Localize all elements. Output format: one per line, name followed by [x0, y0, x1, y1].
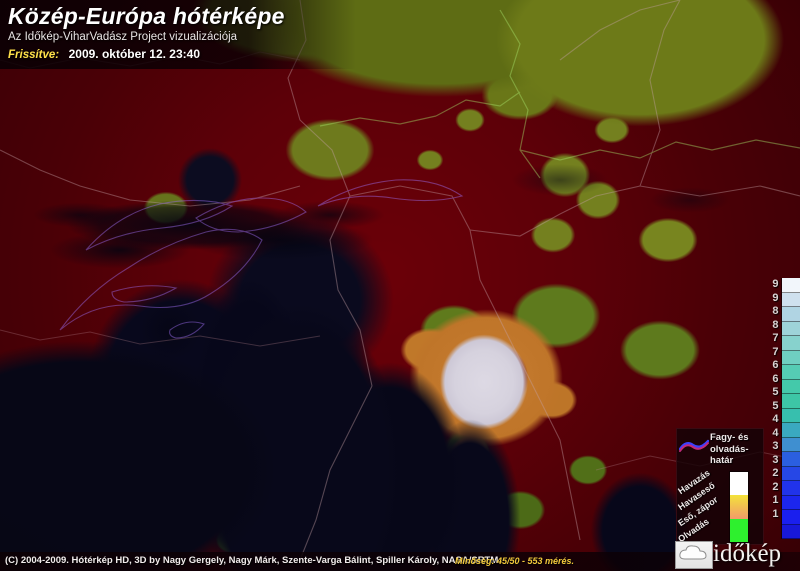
footer-bar: (C) 2004-2009. Hótérkép HD, 3D by Nagy G… — [0, 552, 800, 571]
page-title: Közép-Európa hótérképe — [8, 3, 285, 29]
elevation-scale-label: 4 — [772, 413, 779, 425]
quality-status: Minőség: 45/50 - 553 mérés. — [455, 556, 575, 566]
precipitation-type-swatch — [730, 518, 748, 542]
updated-row: Frissítve: 2009. október 12. 23:40 — [8, 46, 348, 63]
elevation-scale-swatch — [781, 495, 800, 510]
elevation-scale-swatch — [781, 466, 800, 481]
elevation-scale-label: 1 — [772, 494, 779, 506]
elevation-scale-swatch — [781, 278, 800, 293]
elevation-scale-label: 9 — [772, 291, 779, 304]
frost-line-legend-entry: Fagy- és olvadás-határ — [679, 432, 763, 472]
elevation-scale-label: 7 — [772, 332, 779, 344]
frost-line-label: Fagy- és olvadás-határ — [710, 432, 749, 466]
cloud-icon — [679, 545, 707, 560]
elevation-scale-swatch — [781, 379, 800, 394]
elevation-scale-swatch — [781, 481, 800, 496]
elevation-scale-swatch — [781, 350, 800, 365]
elevation-scale-label: 6 — [772, 372, 779, 385]
elevation-scale-label: 6 — [772, 359, 779, 371]
elevation-scale-swatch — [781, 423, 800, 438]
updated-timestamp: 2009. október 12. 23:40 — [68, 47, 201, 61]
precipitation-type-swatch — [730, 495, 748, 519]
elevation-scale-label: 5 — [772, 386, 779, 398]
elevation-scale-label: 9 — [772, 278, 779, 290]
precipitation-type-swatch — [730, 472, 748, 496]
elevation-scale-swatch — [781, 408, 800, 423]
elevation-scale-swatch — [781, 394, 800, 409]
copyright-credits: (C) 2004-2009. Hótérkép HD, 3D by Nagy G… — [5, 555, 499, 566]
elevation-scale-label: 2 — [772, 480, 779, 493]
elevation-scale-label: 5 — [772, 399, 779, 412]
idokep-logo[interactable]: időkép — [675, 539, 797, 569]
precipitation-legend: Fagy- és olvadás-határ Havazás Havaseső … — [676, 428, 764, 545]
elevation-scale-swatch — [781, 307, 800, 322]
elevation-scale-label: 8 — [772, 305, 779, 317]
elevation-scale-swatch — [781, 365, 800, 380]
elevation-scale-label: 3 — [772, 440, 779, 452]
elevation-scale-swatches — [780, 278, 800, 539]
updated-label: Frissítve: — [8, 49, 60, 61]
header-panel: Közép-Európa hótérképe Az Időkép-ViharVa… — [0, 0, 356, 69]
page-subtitle: Az Időkép-ViharVadász Project vizualizác… — [8, 31, 238, 43]
elevation-scale-label: 1 — [772, 507, 779, 520]
elevation-scale-swatch — [781, 437, 800, 452]
elevation-scale-label: 2 — [772, 467, 779, 479]
precipitation-type-legend: Havazás Havaseső Eső, zápor Olvadás — [676, 468, 763, 544]
elevation-scale-swatch — [781, 452, 800, 467]
elevation-scale-swatch — [781, 321, 800, 336]
elevation-scale-swatch — [781, 510, 800, 525]
frost-line-squiggle-icon — [679, 439, 709, 452]
elevation-scale-label: 3 — [772, 453, 779, 466]
elevation-scale-label: 8 — [772, 318, 779, 331]
elevation-scale-label: 7 — [772, 345, 779, 358]
precipitation-type-colour-bar — [729, 471, 749, 543]
elevation-scale-label: 4 — [772, 426, 779, 439]
elevation-scale-swatch — [781, 292, 800, 307]
elevation-scale-swatch — [781, 336, 800, 351]
logo-wordmark: időkép — [713, 540, 782, 567]
elevation-scale-swatch — [781, 524, 800, 539]
